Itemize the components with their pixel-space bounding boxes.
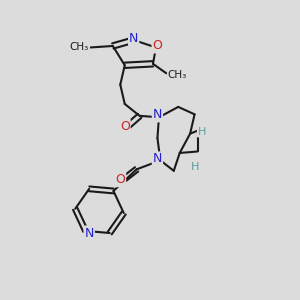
Text: O: O <box>120 120 130 133</box>
Text: CH₃: CH₃ <box>168 70 187 80</box>
Text: H: H <box>191 162 200 172</box>
Text: N: N <box>153 152 162 165</box>
Text: N: N <box>153 108 162 122</box>
Text: CH₃: CH₃ <box>70 43 89 52</box>
Text: N: N <box>85 226 94 239</box>
Text: H: H <box>198 127 206 136</box>
Text: O: O <box>152 40 162 52</box>
Text: O: O <box>115 173 125 186</box>
Text: N: N <box>129 32 138 45</box>
